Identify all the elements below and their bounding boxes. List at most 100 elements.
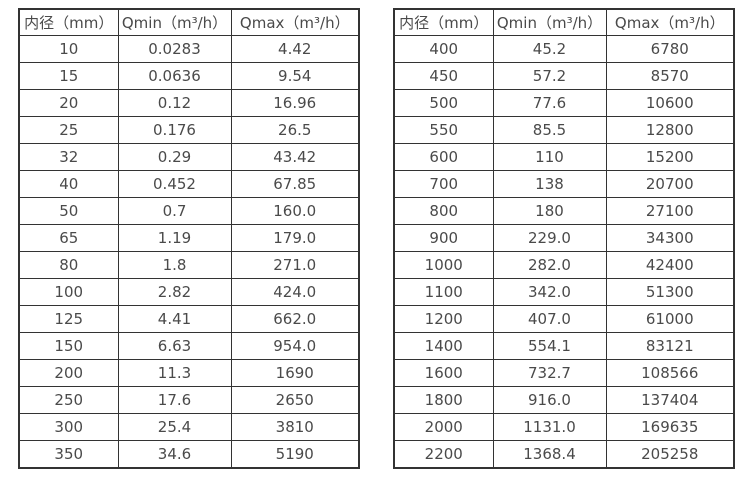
cell-qmin: 1368.4 bbox=[492, 440, 607, 469]
cell-qmax: 3810 bbox=[230, 413, 360, 441]
cell-diameter: 20 bbox=[18, 89, 119, 117]
cell-diameter: 1400 bbox=[393, 332, 494, 360]
cell-qmax: 6780 bbox=[605, 35, 735, 63]
cell-qmin: 0.7 bbox=[117, 197, 232, 225]
table-row: 32 0.29 43.42 bbox=[18, 143, 360, 171]
table-row: 10 0.0283 4.42 bbox=[18, 35, 360, 63]
cell-qmin: 282.0 bbox=[492, 251, 607, 279]
table-row: 1000 282.0 42400 bbox=[393, 251, 735, 279]
cell-qmin: 4.41 bbox=[117, 305, 232, 333]
table-row: 65 1.19 179.0 bbox=[18, 224, 360, 252]
cell-qmax: 27100 bbox=[605, 197, 735, 225]
cell-qmax: 954.0 bbox=[230, 332, 360, 360]
cell-qmax: 160.0 bbox=[230, 197, 360, 225]
cell-qmin: 0.12 bbox=[117, 89, 232, 117]
cell-qmax: 1690 bbox=[230, 359, 360, 387]
cell-qmin: 180 bbox=[492, 197, 607, 225]
cell-diameter: 200 bbox=[18, 359, 119, 387]
cell-qmin: 2.82 bbox=[117, 278, 232, 306]
table-row: 125 4.41 662.0 bbox=[18, 305, 360, 333]
cell-qmax: 108566 bbox=[605, 359, 735, 387]
cell-qmax: 8570 bbox=[605, 62, 735, 90]
cell-diameter: 700 bbox=[393, 170, 494, 198]
cell-qmax: 662.0 bbox=[230, 305, 360, 333]
header-row: 内径（mm） Qmin（m³/h） Qmax（m³/h） bbox=[18, 8, 360, 36]
cell-qmin: 6.63 bbox=[117, 332, 232, 360]
cell-qmax: 5190 bbox=[230, 440, 360, 469]
cell-qmin: 0.176 bbox=[117, 116, 232, 144]
cell-diameter: 2200 bbox=[393, 440, 494, 469]
table-row: 20 0.12 16.96 bbox=[18, 89, 360, 117]
cell-qmax: 424.0 bbox=[230, 278, 360, 306]
table-row: 900 229.0 34300 bbox=[393, 224, 735, 252]
cell-qmax: 4.42 bbox=[230, 35, 360, 63]
table-row: 550 85.5 12800 bbox=[393, 116, 735, 144]
cell-qmax: 271.0 bbox=[230, 251, 360, 279]
cell-diameter: 600 bbox=[393, 143, 494, 171]
table-row: 80 1.8 271.0 bbox=[18, 251, 360, 279]
cell-diameter: 50 bbox=[18, 197, 119, 225]
table-row: 600 110 15200 bbox=[393, 143, 735, 171]
table-row: 100 2.82 424.0 bbox=[18, 278, 360, 306]
table-row: 15 0.0636 9.54 bbox=[18, 62, 360, 90]
cell-qmin: 17.6 bbox=[117, 386, 232, 414]
cell-qmax: 10600 bbox=[605, 89, 735, 117]
cell-qmin: 0.0636 bbox=[117, 62, 232, 90]
cell-qmax: 12800 bbox=[605, 116, 735, 144]
cell-qmin: 57.2 bbox=[492, 62, 607, 90]
table-row: 1100 342.0 51300 bbox=[393, 278, 735, 306]
cell-qmin: 77.6 bbox=[492, 89, 607, 117]
table-row: 1600 732.7 108566 bbox=[393, 359, 735, 387]
cell-qmin: 11.3 bbox=[117, 359, 232, 387]
column-header-qmax: Qmax（m³/h） bbox=[230, 8, 360, 36]
cell-diameter: 80 bbox=[18, 251, 119, 279]
cell-diameter: 550 bbox=[393, 116, 494, 144]
table-row: 50 0.7 160.0 bbox=[18, 197, 360, 225]
table-row: 500 77.6 10600 bbox=[393, 89, 735, 117]
cell-diameter: 1200 bbox=[393, 305, 494, 333]
table-row: 1200 407.0 61000 bbox=[393, 305, 735, 333]
table-row: 450 57.2 8570 bbox=[393, 62, 735, 90]
cell-qmax: 2650 bbox=[230, 386, 360, 414]
spec-table-large-diameters: 内径（mm） Qmin（m³/h） Qmax（m³/h） 400 45.2 6780 45… bbox=[393, 8, 735, 469]
column-header-qmin: Qmin（m³/h） bbox=[117, 8, 232, 36]
cell-qmax: 51300 bbox=[605, 278, 735, 306]
table-row: 1800 916.0 137404 bbox=[393, 386, 735, 414]
cell-diameter: 250 bbox=[18, 386, 119, 414]
cell-diameter: 1100 bbox=[393, 278, 494, 306]
table-row: 2200 1368.4 205258 bbox=[393, 440, 735, 469]
table-row: 40 0.452 67.85 bbox=[18, 170, 360, 198]
cell-diameter: 450 bbox=[393, 62, 494, 90]
cell-diameter: 1600 bbox=[393, 359, 494, 387]
cell-diameter: 350 bbox=[18, 440, 119, 469]
cell-qmax: 67.85 bbox=[230, 170, 360, 198]
cell-diameter: 1800 bbox=[393, 386, 494, 414]
cell-qmax: 9.54 bbox=[230, 62, 360, 90]
table-row: 200 11.3 1690 bbox=[18, 359, 360, 387]
cell-qmin: 1.8 bbox=[117, 251, 232, 279]
cell-qmax: 169635 bbox=[605, 413, 735, 441]
cell-diameter: 32 bbox=[18, 143, 119, 171]
cell-diameter: 500 bbox=[393, 89, 494, 117]
cell-qmin: 110 bbox=[492, 143, 607, 171]
cell-qmax: 15200 bbox=[605, 143, 735, 171]
cell-qmin: 0.452 bbox=[117, 170, 232, 198]
cell-diameter: 10 bbox=[18, 35, 119, 63]
cell-qmax: 83121 bbox=[605, 332, 735, 360]
column-header-qmin: Qmin（m³/h） bbox=[492, 8, 607, 36]
cell-diameter: 300 bbox=[18, 413, 119, 441]
table-row: 25 0.176 26.5 bbox=[18, 116, 360, 144]
cell-qmin: 138 bbox=[492, 170, 607, 198]
cell-qmin: 0.0283 bbox=[117, 35, 232, 63]
table-row: 300 25.4 3810 bbox=[18, 413, 360, 441]
cell-qmin: 85.5 bbox=[492, 116, 607, 144]
cell-qmax: 179.0 bbox=[230, 224, 360, 252]
cell-qmin: 1131.0 bbox=[492, 413, 607, 441]
cell-diameter: 800 bbox=[393, 197, 494, 225]
cell-qmax: 43.42 bbox=[230, 143, 360, 171]
cell-diameter: 900 bbox=[393, 224, 494, 252]
cell-diameter: 25 bbox=[18, 116, 119, 144]
table-row: 800 180 27100 bbox=[393, 197, 735, 225]
cell-diameter: 2000 bbox=[393, 413, 494, 441]
cell-qmax: 26.5 bbox=[230, 116, 360, 144]
